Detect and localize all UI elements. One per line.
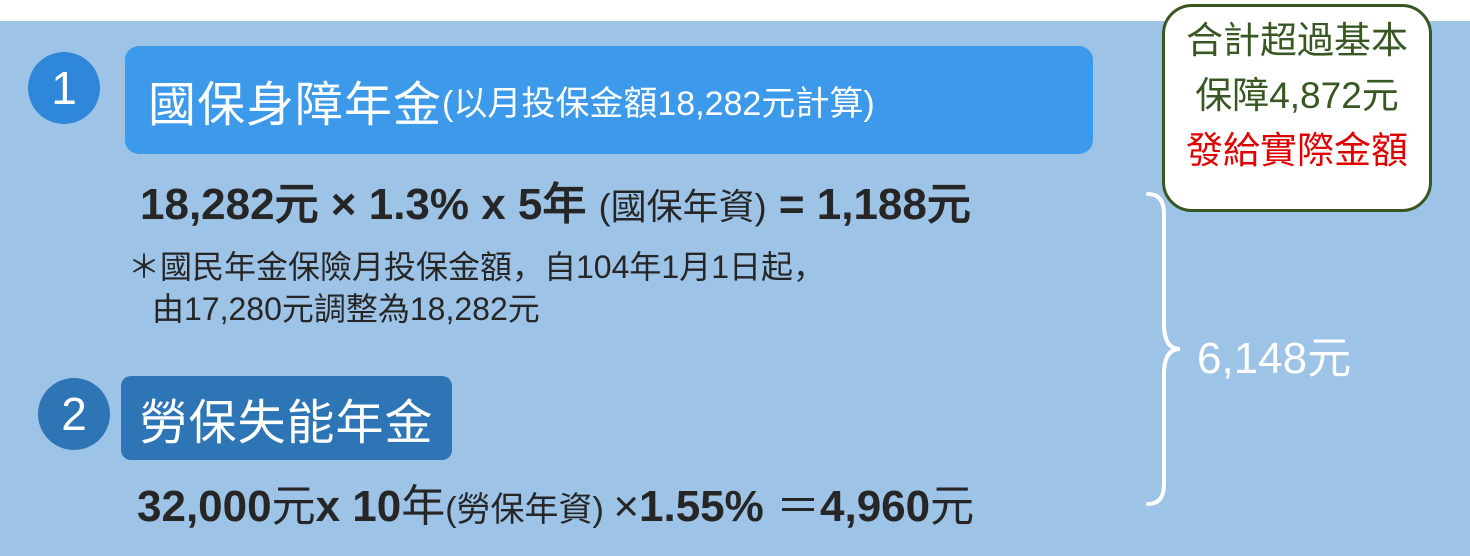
item1-formula: 18,282元 × 1.3% x 5年 (國保年資) = 1,188元 <box>140 168 971 232</box>
item2-formula-result: 4,960 <box>820 482 931 531</box>
item2-formula-eq: ＝ <box>776 482 820 531</box>
item2-title-bar: 勞保失能年金 <box>121 376 452 460</box>
item1-formula-result: = 1,188元 <box>766 180 971 229</box>
item2-formula-amount: 32,000 <box>137 482 272 531</box>
item2-formula-result-unit: 元 <box>930 482 975 531</box>
item1-title: 國保身障年金 <box>148 79 443 132</box>
item2-title: 勞保失能年金 <box>139 397 434 450</box>
step-2-number: 2 <box>61 388 87 440</box>
item1-note-line2: 由17,280元調整為18,282元 <box>152 291 540 327</box>
item1-formula-paren: (國保年資) <box>598 186 767 227</box>
item2-formula-times: × <box>613 482 640 531</box>
step-1-number: 1 <box>51 62 77 114</box>
item2-formula-rate: 1.55% <box>639 482 776 531</box>
item2-formula-unit: 元 <box>271 482 316 531</box>
step-2-badge: 2 <box>38 378 110 450</box>
callout-line3: 發給實際金額 <box>1186 130 1408 171</box>
item1-formula-main: 18,282元 × 1.3% x 5年 <box>140 180 599 229</box>
callout-box: 合計超過基本 保障4,872元 發給實際金額 <box>1162 4 1432 212</box>
item2-formula-paren: (勞保年資) <box>445 491 614 529</box>
item2-formula-year: 年 <box>401 482 446 531</box>
item2-formula-x: x 10 <box>315 482 402 531</box>
item2-formula: 32,000元x 10年(勞保年資) ×1.55% ＝4,960元 <box>137 470 974 534</box>
item1-note-line1: ＊國民年金保險月投保金額，自104年1月1日起， <box>128 249 825 285</box>
callout-line1: 合計超過基本 <box>1186 20 1408 61</box>
item1-note: ＊國民年金保險月投保金額，自104年1月1日起， 由17,280元調整為18,2… <box>128 246 825 330</box>
total-amount: 6,148元 <box>1197 334 1352 383</box>
item1-title-bar: 國保身障年金 (以月投保金額18,282元計算) <box>125 46 1093 154</box>
step-1-badge: 1 <box>28 52 100 124</box>
right-brace <box>1146 192 1181 506</box>
callout-line2: 保障4,872元 <box>1195 75 1399 116</box>
item1-title-note: (以月投保金額18,282元計算) <box>442 84 875 123</box>
